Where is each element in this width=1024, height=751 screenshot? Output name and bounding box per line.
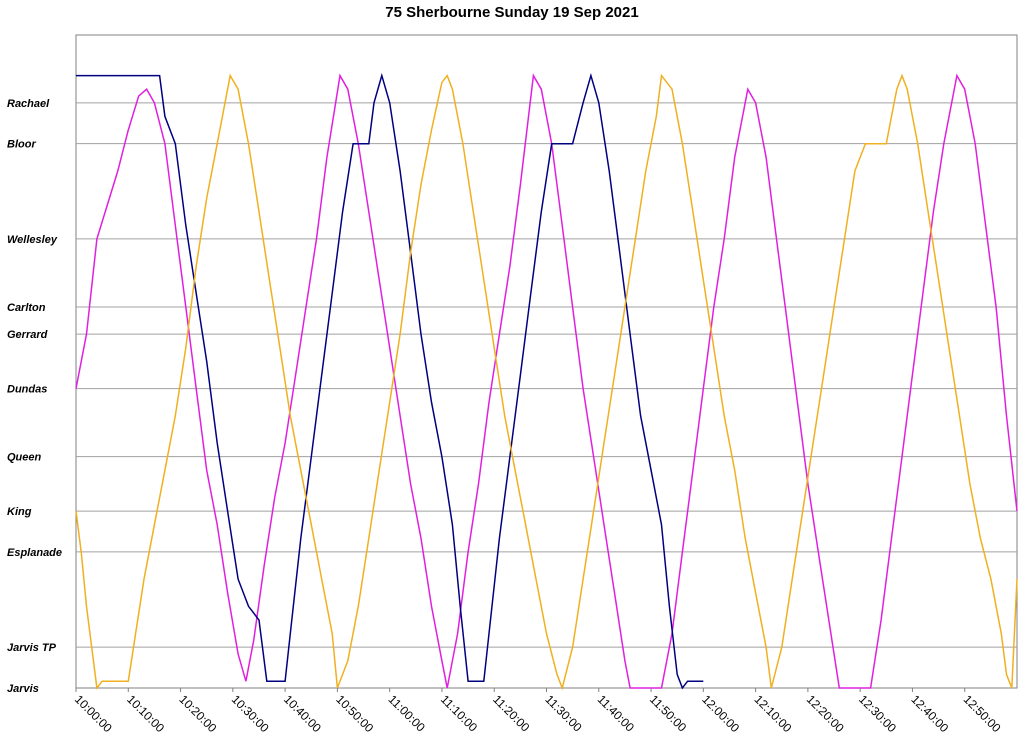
- x-tick-label: 12:30:00: [856, 692, 899, 735]
- x-tick-label: 11:20:00: [490, 692, 533, 735]
- series-line-0: [75, 73, 1018, 689]
- y-tick-label: Esplanade: [7, 547, 62, 559]
- x-tick-label: 12:40:00: [908, 692, 951, 735]
- y-tick-label: Rachael: [7, 98, 50, 110]
- x-tick-label: 11:50:00: [647, 692, 690, 735]
- x-tick-label: 12:50:00: [961, 692, 1004, 735]
- x-tick-label: 11:40:00: [595, 692, 638, 735]
- y-tick-label: Carlton: [7, 302, 46, 314]
- y-tick-label: Wellesley: [7, 234, 58, 246]
- x-tick-label: 12:10:00: [751, 692, 794, 735]
- x-tick-label: 10:50:00: [333, 692, 376, 735]
- x-tick-label: 11:00:00: [386, 692, 429, 735]
- y-tick-label: Jarvis TP: [7, 642, 57, 654]
- y-tick-label: Bloor: [7, 139, 36, 151]
- y-tick-label: Gerrard: [7, 329, 48, 341]
- series-line-1: [76, 72, 704, 690]
- x-tick-label: 11:10:00: [438, 692, 481, 735]
- x-tick-label: 12:20:00: [804, 692, 847, 735]
- x-tick-label: 11:30:00: [542, 692, 585, 735]
- plot-area: [75, 34, 1018, 689]
- x-tick-label: 10:20:00: [176, 692, 219, 735]
- x-tick-label: 10:10:00: [124, 692, 167, 735]
- x-tick-label: 10:30:00: [229, 692, 272, 735]
- x-tick-label: 12:00:00: [699, 692, 742, 735]
- y-tick-label: Queen: [7, 452, 42, 464]
- x-tick-label: 10:00:00: [72, 692, 115, 735]
- series-lines: [75, 72, 1018, 691]
- chart-title: 75 Sherbourne Sunday 19 Sep 2021: [385, 4, 639, 21]
- x-tick-label: 10:40:00: [281, 692, 324, 735]
- series-line-2: [75, 73, 1018, 691]
- y-tick-label: King: [7, 506, 32, 518]
- gridlines: [76, 102, 1017, 648]
- y-axis-labels: Jarvis Jarvis TP Esplanade King Queen Dundas G…: [7, 98, 62, 695]
- y-tick-label: Jarvis: [7, 683, 39, 695]
- x-axis-labels: 10:00:00 10:10:00 10:20:00 10:30:00 10:40:00…: [72, 688, 1004, 735]
- y-tick-label: Dundas: [7, 384, 47, 396]
